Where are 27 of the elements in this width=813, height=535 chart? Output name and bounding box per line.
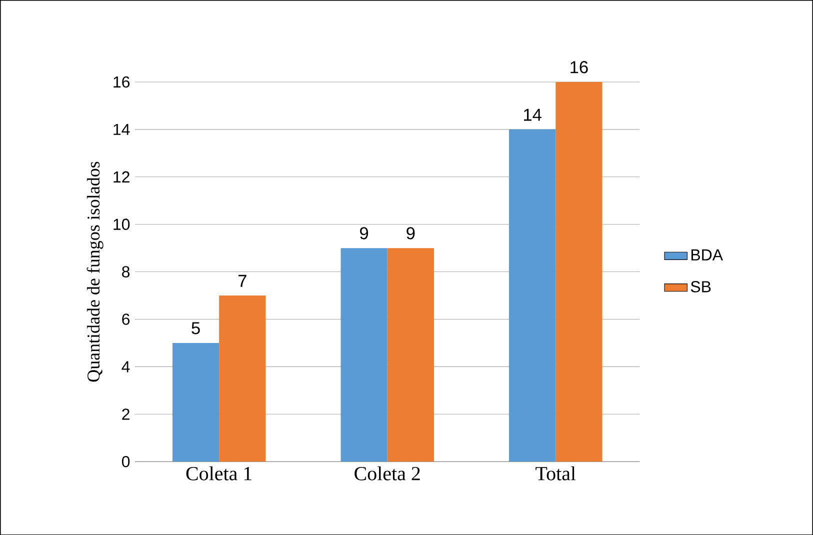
y-tick-label: 4 (122, 361, 130, 372)
y-tick-label: 16 (114, 76, 130, 88)
bar (340, 248, 388, 462)
bar (556, 82, 602, 462)
y-tick-label: 12 (114, 171, 130, 182)
legend-label: SB (690, 280, 711, 292)
bar (509, 129, 556, 462)
data-label: 9 (360, 226, 368, 240)
bar (172, 342, 220, 462)
y-tick-label: 14 (114, 124, 130, 135)
data-label: 16 (570, 60, 588, 74)
x-tick-label: Total (536, 466, 576, 480)
legend-label: BDA (691, 249, 723, 260)
data-label: 14 (524, 108, 542, 121)
data-label: 5 (192, 322, 200, 334)
y-tick-label: 8 (122, 266, 130, 278)
bar (387, 248, 434, 462)
y-tick-label: 10 (114, 218, 130, 230)
x-tick-label: Coleta 1 (186, 466, 252, 480)
data-label: 7 (238, 274, 246, 287)
y-tick-label: 6 (122, 313, 130, 325)
bar (219, 295, 266, 462)
y-tick-label: 2 (122, 408, 130, 420)
x-tick-label: Coleta 2 (354, 466, 420, 480)
y-axis-title: Quantidade de fungos isolados (86, 162, 104, 382)
y-tick-label: 0 (122, 456, 130, 468)
data-label: 9 (406, 226, 415, 240)
